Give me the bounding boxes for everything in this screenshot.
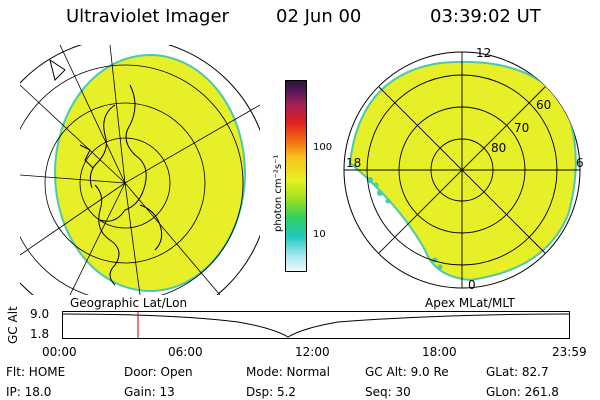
- instrument-title: Ultraviolet Imager: [66, 6, 229, 27]
- timeline-ytick-min: 1.8: [30, 327, 50, 341]
- mlat-label-60: 60: [536, 98, 552, 112]
- flight-status: Flt: HOME: [6, 365, 66, 379]
- timeline-xtick-0: 00:00: [42, 345, 77, 359]
- time-label: 03:39:02 UT: [430, 6, 541, 27]
- mlt-label-18: 18: [346, 156, 362, 170]
- altitude-timeline: [62, 311, 570, 339]
- timeline-xtick-4: 23:59: [552, 345, 587, 359]
- colorbar-tick-10: 10: [313, 229, 326, 240]
- apex-polar-plot: [343, 51, 581, 289]
- timeline-axis-title: GC Alt: [6, 306, 20, 344]
- mlt-label-6: 6: [576, 156, 584, 170]
- gc-altitude: GC Alt: 9.0 Re: [365, 365, 449, 379]
- geo-latitude: GLat: 82.7: [486, 365, 549, 379]
- mlat-label-80: 80: [491, 141, 507, 155]
- timeline-ytick-max: 9.0: [30, 307, 50, 321]
- mode-value: Mode: Normal: [246, 365, 330, 379]
- color-scale-bar: [285, 80, 307, 272]
- timeline-xtick-2: 12:00: [295, 345, 330, 359]
- ip-value: IP: 18.0: [6, 385, 52, 399]
- date-label: 02 Jun 00: [276, 6, 362, 27]
- geo-longitude: GLon: 261.8: [486, 385, 559, 399]
- timeline-xtick-3: 18:00: [422, 345, 457, 359]
- colorbar-tick-100: 100: [313, 142, 333, 153]
- geographic-image: [20, 45, 260, 295]
- timeline-xtick-1: 06:00: [168, 345, 203, 359]
- gain-value: Gain: 13: [124, 385, 175, 399]
- apex-label: Apex MLat/MLT: [425, 296, 515, 310]
- mlt-label-0: 0: [468, 278, 476, 292]
- mlt-label-12: 12: [476, 46, 492, 60]
- geographic-label: Geographic Lat/Lon: [70, 296, 188, 310]
- door-status: Door: Open: [124, 365, 193, 379]
- sequence-number: Seq: 30: [365, 385, 411, 399]
- colorbar-unit-label: photon cm⁻²s⁻¹: [273, 154, 284, 232]
- dsp-value: Dsp: 5.2: [246, 385, 297, 399]
- mlat-label-70: 70: [514, 121, 530, 135]
